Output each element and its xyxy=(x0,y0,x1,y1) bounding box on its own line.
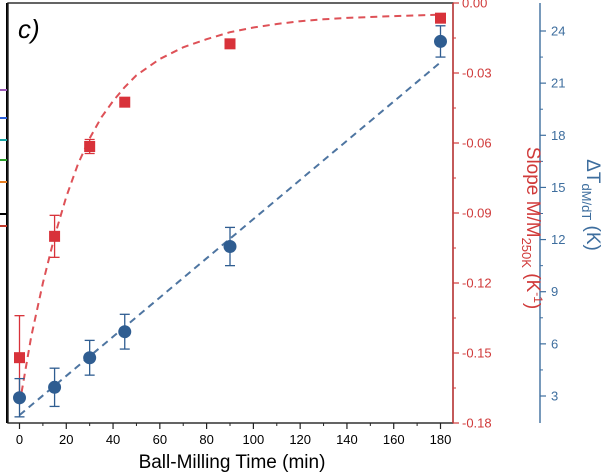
fit-lines xyxy=(18,13,442,416)
left-y-tick-label: -0.03 xyxy=(462,66,492,81)
x-tick-label: 60 xyxy=(153,432,167,447)
plot-frame xyxy=(7,2,454,424)
right-y-axis-label: ΔTdM/dT (K) xyxy=(579,159,603,251)
deltaT-fit-line xyxy=(18,61,442,416)
x-tick-label: 180 xyxy=(430,432,452,447)
x-tick-label: 40 xyxy=(106,432,120,447)
slope-data-point xyxy=(224,38,236,50)
left-y-axis-label: Slope M/M250K (K-1) xyxy=(519,147,545,309)
slope-data-point xyxy=(435,12,446,24)
right-y-axis-label-end: (K) xyxy=(582,220,603,251)
slope-fit-line xyxy=(18,13,441,405)
x-tick-label: 20 xyxy=(59,432,73,447)
deltaT-data-point xyxy=(118,325,132,339)
right-y-tick-label: 12 xyxy=(551,232,565,247)
slope-data-point xyxy=(14,352,25,364)
left-y-axis-label-sup: -1 xyxy=(531,292,545,303)
left-y-axis-label-main: Slope M/M xyxy=(522,147,543,238)
right-y-tick-label: 3 xyxy=(551,389,558,404)
left-y-axis-label-unit: (K xyxy=(522,268,543,293)
right-y-tick-label: 18 xyxy=(551,128,565,143)
slope-data-point xyxy=(49,230,61,242)
right-y-tick-label: 15 xyxy=(551,180,565,195)
right-y-tick-label: 6 xyxy=(551,336,558,351)
right-y-axis-label-sub: dM/dT xyxy=(579,183,594,220)
right-y-tick-label: 24 xyxy=(551,24,565,39)
deltaT-data-point xyxy=(434,34,447,48)
right-y-axis-label-main: ΔT xyxy=(582,159,603,184)
x-tick-label: 120 xyxy=(289,432,311,447)
deltaT-data-point xyxy=(83,351,97,365)
left-y-tick-label: 0.00 xyxy=(462,0,487,11)
left-y-tick-label: -0.09 xyxy=(462,206,492,221)
left-y-tick-label: -0.18 xyxy=(462,416,492,431)
x-tick-label: 0 xyxy=(16,432,23,447)
left-y-axis-label-end: ) xyxy=(522,303,543,309)
left-y-tick-label: -0.15 xyxy=(462,346,492,361)
deltaT-data-point xyxy=(223,240,237,254)
x-tick-label: 100 xyxy=(243,432,265,447)
x-tick-label: 140 xyxy=(336,432,358,447)
left-y-tick-label: -0.12 xyxy=(462,276,492,291)
right-y-tick-label: 9 xyxy=(551,284,558,299)
slope-data-point xyxy=(119,96,131,108)
left-y-axis: -0.18 -0.15 -0.12 -0.09 -0.06 -0.03 0.00 xyxy=(452,0,492,431)
left-y-tick-label: -0.06 xyxy=(462,136,492,151)
x-tick-label: 160 xyxy=(383,432,405,447)
left-y-axis-label-sub: 250K xyxy=(519,238,534,269)
x-tick-label: 80 xyxy=(199,432,213,447)
right-y-tick-label: 21 xyxy=(551,76,565,91)
panel-label: c) xyxy=(18,14,40,44)
deltaT-data-point xyxy=(48,380,62,394)
data-points xyxy=(13,12,447,418)
left-partial-panel xyxy=(0,3,8,423)
slope-data-point xyxy=(84,141,96,152)
right-y-axis: 3 6 9 12 15 18 21 24 xyxy=(539,3,565,423)
x-axis: 0 20 40 60 80 100 120 140 160 180 xyxy=(16,423,451,447)
deltaT-data-point xyxy=(13,391,26,405)
x-axis-label: Ball-Milling Time (min) xyxy=(139,452,326,473)
